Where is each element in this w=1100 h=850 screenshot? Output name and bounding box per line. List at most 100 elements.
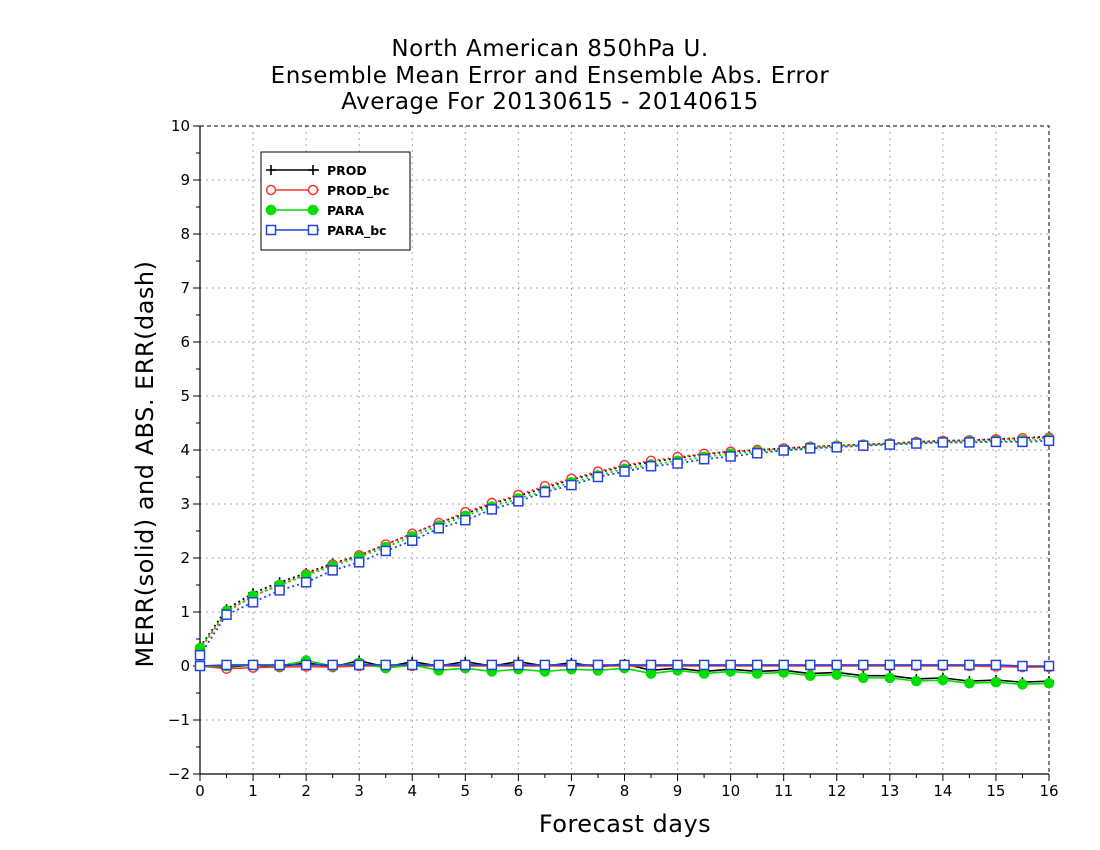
data-point-para-bc-abserr: [672, 458, 683, 469]
data-point-para-bc-merr: [831, 659, 842, 671]
data-point-para-bc-abserr: [433, 523, 445, 534]
y-tick-label: −1: [168, 711, 190, 729]
data-point-para-bc-merr: [672, 659, 683, 671]
data-point-para-bc-merr: [964, 659, 975, 671]
data-point-para-merr: [884, 672, 896, 684]
y-tick-label: 0: [180, 657, 190, 675]
data-point-para-bc-abserr: [460, 514, 471, 526]
data-point-para-bc-merr: [380, 659, 391, 671]
data-point-para-bc-abserr: [911, 438, 922, 449]
legend-label-para-bc: PARA_bc: [327, 223, 387, 239]
legend-label-prod: PROD: [327, 163, 367, 178]
data-point-para-bc-abserr: [990, 436, 1002, 448]
x-tick-label: 0: [195, 782, 205, 800]
data-point-para-bc-abserr: [619, 466, 630, 477]
data-point-para-bc-abserr: [831, 442, 842, 453]
data-point-para-bc-abserr: [353, 557, 365, 568]
data-point-para-bc-merr: [221, 659, 232, 671]
legend-marker-para-bc: [265, 224, 277, 236]
y-tick-label: 8: [180, 225, 190, 243]
data-point-para-bc-abserr: [274, 585, 285, 596]
data-point-para-bc-merr: [804, 659, 816, 671]
x-tick-label: 14: [933, 782, 952, 800]
data-point-para-bc-merr: [884, 659, 896, 671]
data-point-para-bc-merr: [433, 659, 445, 671]
y-tick-label: 2: [180, 549, 190, 567]
y-tick-label: −2: [168, 765, 190, 783]
data-point-para-merr: [1017, 679, 1028, 690]
data-point-para-bc-abserr: [884, 439, 896, 450]
chart-title-line-2: Ensemble Mean Error and Ensemble Abs. Er…: [270, 63, 830, 89]
x-tick-label: 5: [461, 782, 471, 800]
legend-marker-para-bc: [307, 224, 319, 236]
data-point-para-bc-merr: [725, 659, 736, 671]
data-point-para-bc-abserr: [804, 443, 816, 454]
data-point-para-bc-abserr: [486, 504, 498, 515]
data-point-para-bc-abserr: [380, 545, 391, 557]
x-tick-label: 7: [567, 782, 577, 800]
x-tick-label: 2: [301, 782, 311, 800]
data-point-para-bc-merr: [513, 659, 524, 671]
data-point-para-bc-merr: [858, 659, 869, 671]
data-point-para-merr: [831, 669, 843, 680]
x-tick-label: 15: [986, 782, 1005, 800]
data-point-para-merr: [751, 668, 763, 679]
data-point-para-bc-merr: [539, 659, 551, 671]
data-point-para-bc-merr: [778, 659, 789, 671]
data-point-para-merr: [698, 668, 710, 679]
x-tick-label: 16: [1039, 782, 1058, 800]
y-tick-label: 10: [171, 117, 190, 135]
data-point-para-merr: [857, 672, 869, 684]
legend-label-para: PARA: [327, 203, 364, 218]
x-tick-label: 1: [248, 782, 258, 800]
data-point-para-bc-merr: [353, 659, 365, 671]
data-point-para-bc-abserr: [698, 453, 710, 465]
data-point-para-bc-abserr: [645, 460, 657, 472]
x-tick-label: 12: [827, 782, 846, 800]
x-tick-label: 10: [721, 782, 740, 800]
y-tick-label: 1: [180, 603, 190, 621]
data-point-para-bc-abserr: [751, 447, 763, 459]
y-axis-label: MERR(solid) and ABS. ERR(dash): [131, 260, 159, 668]
y-tick-label: 3: [180, 495, 190, 513]
y-tick-label: 7: [180, 279, 190, 297]
data-point-para-bc-merr: [274, 659, 285, 671]
data-point-para-bc-merr: [1017, 660, 1028, 672]
data-point-para-bc-abserr: [407, 535, 418, 546]
data-point-para-bc-abserr: [194, 649, 206, 661]
legend-marker-prod: [266, 165, 276, 175]
data-point-para-bc-abserr: [327, 565, 338, 576]
data-point-para-bc-merr: [1043, 660, 1055, 672]
data-point-para-bc-merr: [300, 659, 312, 671]
data-point-para-bc-abserr: [300, 577, 312, 588]
data-point-para-bc-abserr: [247, 597, 259, 608]
y-tick-label: 6: [180, 333, 190, 351]
data-point-para-bc-merr: [460, 659, 471, 671]
series-line-para-abserr: [199, 438, 1050, 649]
data-point-para-bc-merr: [698, 659, 710, 671]
data-point-para-bc-merr: [566, 659, 577, 671]
data-point-para-bc-merr: [486, 659, 498, 671]
data-point-para-merr: [1043, 677, 1055, 689]
data-point-para-bc-merr: [751, 659, 763, 671]
data-point-para-bc-merr: [911, 659, 922, 671]
data-point-para-merr: [804, 670, 816, 682]
x-tick-label: 8: [620, 782, 630, 800]
legend-marker-para: [307, 204, 319, 216]
data-point-para-bc-merr: [327, 659, 338, 671]
chart-title-line-1: North American 850hPa U.: [391, 36, 709, 62]
x-tick-label: 9: [673, 782, 683, 800]
data-point-para-bc-abserr: [858, 440, 869, 451]
legend-label-prod-bc: PROD_bc: [327, 183, 389, 199]
legend-box: [260, 151, 411, 251]
y-tick-label: 9: [180, 171, 190, 189]
data-point-para-merr: [645, 668, 657, 679]
x-tick-label: 11: [774, 782, 793, 800]
data-point-para-bc-abserr: [937, 437, 949, 448]
data-point-para-merr: [937, 674, 949, 686]
data-point-para-bc-abserr: [592, 471, 604, 483]
x-tick-label: 6: [514, 782, 524, 800]
legend-marker-prod: [308, 165, 318, 175]
data-point-para-merr: [990, 676, 1002, 688]
